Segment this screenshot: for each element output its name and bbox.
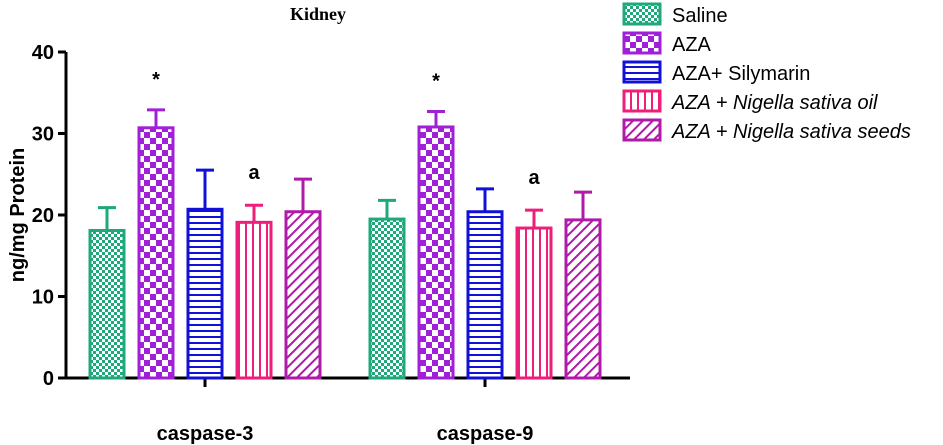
bar <box>137 126 175 380</box>
chart-title: Kidney <box>290 4 346 24</box>
legend-label: AZA+ Silymarin <box>672 63 810 85</box>
y-tick-label: 20 <box>32 205 54 227</box>
significance-label: a <box>528 167 540 189</box>
bar <box>235 220 273 380</box>
legend-swatch <box>622 31 662 55</box>
bar <box>515 226 553 380</box>
significance-label: * <box>152 69 160 91</box>
legend-swatch <box>622 89 662 113</box>
bar <box>564 218 602 380</box>
significance-label: a <box>248 162 260 184</box>
legend-label: AZA <box>672 34 712 56</box>
significance-label: * <box>432 70 440 92</box>
x-tick-label: caspase-9 <box>437 423 534 445</box>
legend-swatch <box>622 118 662 142</box>
bar <box>368 217 406 380</box>
legend-label: Saline <box>672 5 728 27</box>
y-tick-label: 40 <box>32 42 54 64</box>
bar <box>88 228 126 380</box>
bar <box>186 207 224 380</box>
bar <box>466 210 504 380</box>
y-tick-label: 0 <box>43 368 54 390</box>
y-tick-label: 30 <box>32 124 54 146</box>
bar <box>417 125 455 380</box>
legend-swatch <box>622 2 662 26</box>
y-axis-label: ng/mg Protein <box>7 148 29 282</box>
legend-label: AZA + Nigella sativa seeds <box>671 121 911 143</box>
y-tick-label: 10 <box>32 287 54 309</box>
legend: Saline AZA AZA+ Silymarin AZA + Nigella sat… <box>622 2 911 143</box>
plot-area: 0 10 20 30 40 caspase-3 * a caspase-9 * a <box>32 42 630 445</box>
bar <box>284 210 322 380</box>
x-tick-label: caspase-3 <box>157 423 254 445</box>
legend-label: AZA + Nigella sativa oil <box>671 92 878 114</box>
legend-swatch <box>622 60 662 84</box>
